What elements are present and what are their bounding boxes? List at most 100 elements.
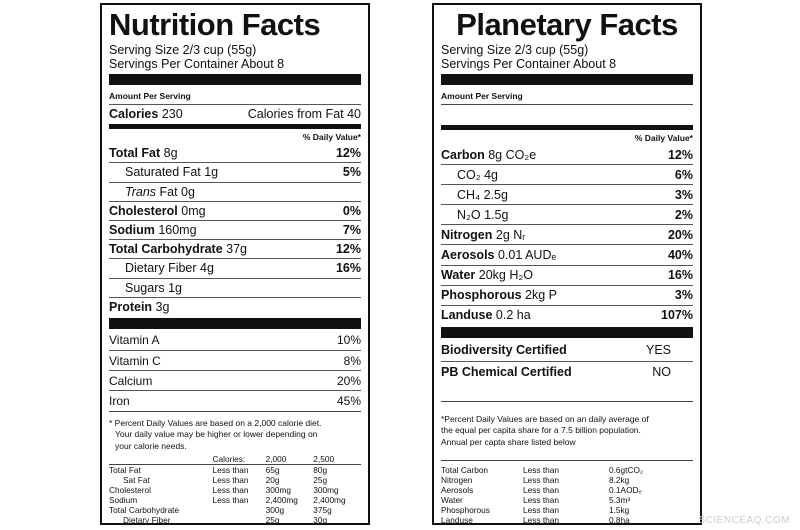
nutrient-label: Protein 3g [109,298,169,316]
planetary-row: CH₄ 2.5g 3% [441,184,693,204]
planetary-row: Carbon 8g CO₂e 12% [441,145,693,164]
nutrient-name: Dietary Fiber [125,261,197,276]
vitamin-row: Iron 45% [109,390,361,410]
table-header-cell: 2,500 [313,454,335,465]
nutrient-amount: 8g [163,146,178,161]
table-cell-a: 25g [265,515,280,526]
vitamin-list: Vitamin A 10% Vitamin C 8% Calcium 20% Iron 45% [109,331,361,411]
divider [441,460,693,462]
nutrient-row: Total Carbohydrate 37g 12% [109,239,361,258]
nutrient-amount: 1g [168,280,182,295]
nutrient-amount: Fat 0g [159,184,195,199]
nutrient-label: Sugars 1g [109,279,182,297]
nutrient-label: Total Fat 8g [109,144,178,162]
planetary-daily-value: 40% [667,248,693,263]
vitamin-name: Vitamin A [109,333,160,348]
thick-divider [441,74,693,85]
planetary-row: Water 20kg H₂O 16% [441,264,693,285]
divider [441,104,693,124]
daily-value-header: % Daily Value* [634,133,693,143]
daily-value-header: % Daily Value* [302,132,361,143]
certification-name: Biodiversity Certified [441,342,567,357]
table-cell-a: 65g [265,465,280,476]
nutrient-amount: 3g [155,299,170,314]
planetary-amount: 2kg P [525,288,558,303]
footnote-line: your calorie needs. [115,440,187,451]
nutrition-serving-size: Serving Size 2/3 cup (55g) [109,43,257,57]
planetary-daily-value: 3% [674,187,693,202]
planetary-servings: Servings Per Container About 8 [441,57,617,71]
planetary-table-cell-name: Water [441,495,463,506]
certification-value: NO [652,364,671,379]
nutrient-daily-value: 7% [342,223,361,238]
nutrient-row: Dietary Fiber 4g 16% [109,258,361,277]
table-cell-cmp [213,505,266,515]
planetary-table-cell-a: 5.3m³ [609,495,631,506]
vitamin-value: 45% [336,394,361,409]
nutrient-name: Saturated Fat [125,165,201,180]
planetary-table-cell-name: Total Carbon [441,465,489,476]
vitamin-row: Vitamin A 10% [109,331,361,350]
table-row: Cholesterol Less than 300mg 300mg [109,485,361,495]
nutrition-footnote: * Percent Daily Values are based on a 2,… [109,412,361,453]
nutrient-name: Total Fat [109,146,161,161]
nutrient-name: Trans [125,184,157,199]
table-row: Total Carbohydrate 300g 375g [109,505,361,515]
nutrition-facts-label: Nutrition Facts Serving Size 2/3 cup (55… [100,3,370,525]
planetary-amount: CH₄ 2.5g [457,187,508,202]
planetary-daily-value: 107% [661,308,693,323]
planetary-serving-size: Serving Size 2/3 cup (55g) [441,43,589,57]
table-cell-a: 20g [265,475,280,486]
nutrition-servings: Servings Per Container About 8 [109,57,285,71]
planetary-amount: 8g CO₂e [488,147,537,162]
table-cell-b: 375g [313,505,332,516]
table-header-row: Calories: 2,000 2,500 [109,454,361,465]
planetary-row: Landuse 0.2 ha 107% [441,304,693,325]
table-cell-b: 2,400mg [313,495,346,506]
vitamin-name: Vitamin C [109,353,161,368]
vitamin-row: Calcium 20% [109,370,361,390]
planetary-table-cell-cmp: Less than [523,495,559,506]
nutrient-name: Protein [109,299,153,314]
amount-per-serving: Amount Per Serving [441,91,523,101]
planetary-table-row: Landuse Less than 0.8ha [441,515,693,525]
table-row: Sat Fat Less than 20g 25g [109,475,361,485]
nutrient-daily-value: 16% [335,261,361,276]
certification-value: YES [645,342,671,357]
nutrient-amount: 1g [204,165,219,180]
planetary-label: CH₄ 2.5g [441,186,508,204]
planetary-table-row: Nitrogen Less than 8.2kg [441,475,693,485]
nutrition-nutrient-list: Total Fat 8g 12% Saturated Fat 1g 5% Trans F… [109,144,361,316]
planetary-table-row: Aerosols Less than 0.1AODₑ [441,485,693,495]
nutrient-daily-value: 5% [342,165,361,180]
table-cell-name: Cholesterol [109,485,151,496]
nutrient-row: Sugars 1g [109,277,361,297]
table-cell-cmp: Less than [212,495,249,506]
planetary-amount: 0.2 ha [495,308,531,323]
planetary-share-table: Total Carbon Less than 0.6gtCO₂ Nitrogen Les… [441,465,693,525]
certification-list: Biodiversity Certified YES PB Chemical Cer… [441,340,693,383]
thick-divider [109,74,361,85]
planetary-name: Water [441,268,476,283]
planetary-row: N₂O 1.5g 2% [441,204,693,224]
planetary-label: Landuse 0.2 ha [441,306,531,324]
planetary-footnote: *Percent Daily Values are based on an da… [441,402,693,449]
medium-divider [109,124,361,130]
footnote-line: * Percent Daily Values are based on a 2,… [109,417,322,428]
nutrient-amount: 4g [200,261,214,276]
divider [109,410,361,412]
table-row: Dietary Fiber 25g 30g [109,515,361,525]
nutrient-label: Cholesterol 0mg [109,202,206,220]
table-header-cell: Calories: [212,454,246,465]
table-cell-name: Total Fat [109,465,141,476]
table-cell-b: 80g [313,465,328,476]
planetary-table-cell-a: 0.6gtCO₂ [609,465,644,476]
nutrient-daily-value: 12% [335,242,361,257]
table-cell-b: 25g [313,475,328,486]
planetary-table-row: Phosphorous Less than 1.5kg [441,505,693,515]
planetary-label: Water 20kg H₂O [441,266,533,284]
table-cell-cmp: Less than [212,465,249,476]
divider [441,400,693,402]
nutrient-name: Total Carbohydrate [109,242,223,257]
planetary-title: Planetary Facts [456,7,678,42]
